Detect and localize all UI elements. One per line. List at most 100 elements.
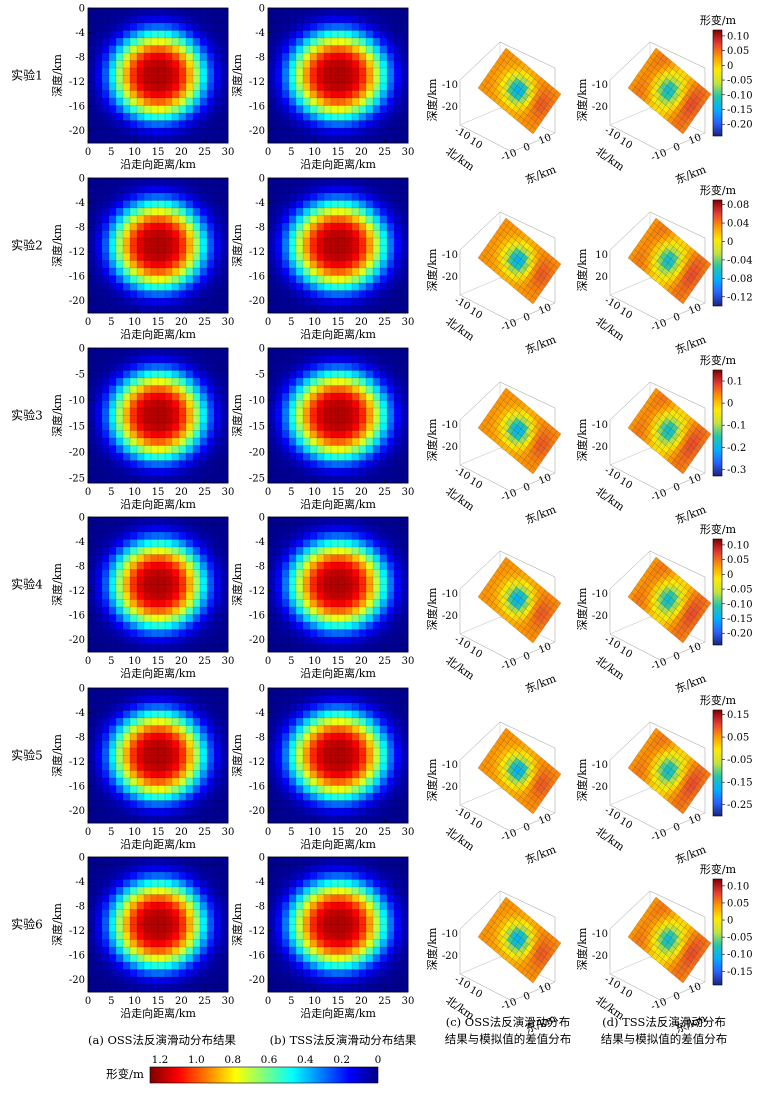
slip-cell bbox=[108, 614, 117, 623]
slip-cell bbox=[220, 539, 229, 548]
slip-cell bbox=[379, 584, 388, 593]
slip-cell bbox=[136, 777, 145, 786]
slip-cell bbox=[344, 539, 353, 548]
slip-cell bbox=[87, 422, 96, 431]
slip-cell bbox=[199, 245, 208, 254]
slip-cell bbox=[192, 554, 201, 563]
slip-cell bbox=[206, 260, 215, 269]
slip-cell bbox=[178, 90, 187, 99]
slip-cell bbox=[351, 207, 360, 216]
slip-cell bbox=[386, 67, 395, 76]
slip-cell bbox=[267, 452, 276, 461]
slip-cell bbox=[220, 362, 229, 371]
slip-cell bbox=[400, 15, 409, 24]
slip-cell bbox=[206, 177, 215, 186]
slip-cell bbox=[206, 422, 215, 431]
slip-cell bbox=[115, 177, 124, 186]
slip-cell bbox=[281, 445, 290, 454]
slip-cell bbox=[101, 207, 110, 216]
slip-cell bbox=[129, 207, 138, 216]
slip-cell bbox=[309, 177, 318, 186]
slip-cell bbox=[122, 127, 131, 136]
slip-cell bbox=[122, 629, 131, 638]
slip-cell bbox=[281, 422, 290, 431]
slip-cell bbox=[136, 576, 145, 585]
slip-cell bbox=[115, 636, 124, 645]
slip-cell bbox=[101, 546, 110, 555]
slip-cell bbox=[192, 546, 201, 555]
colorbar-label: 形变/m bbox=[700, 353, 737, 367]
north-tick-label: -10 bbox=[453, 125, 472, 143]
slip-cell bbox=[164, 222, 173, 231]
slip-cell bbox=[122, 200, 131, 209]
slip-cell bbox=[94, 260, 103, 269]
slip-cell bbox=[372, 75, 381, 84]
slip-cell bbox=[372, 290, 381, 299]
slip-cell bbox=[379, 740, 388, 749]
slip-cell bbox=[351, 370, 360, 379]
slip-cell bbox=[358, 725, 367, 734]
slip-cell bbox=[199, 725, 208, 734]
slip-cell bbox=[323, 407, 332, 416]
slip-cell bbox=[164, 392, 173, 401]
slip-cell bbox=[185, 770, 194, 779]
slip-cell bbox=[365, 460, 374, 469]
slip-cell bbox=[344, 90, 353, 99]
slip-cell bbox=[274, 599, 283, 608]
slip-cell bbox=[372, 777, 381, 786]
slip-cell bbox=[157, 75, 166, 84]
slip-cell bbox=[94, 792, 103, 801]
slip-cell bbox=[94, 539, 103, 548]
slip-cell bbox=[365, 569, 374, 578]
slip-cell bbox=[150, 347, 159, 356]
slip-cell bbox=[206, 762, 215, 771]
slip-cell bbox=[87, 377, 96, 386]
slip-cell bbox=[108, 687, 117, 696]
slip-cell bbox=[129, 576, 138, 585]
slip-cell bbox=[143, 591, 152, 600]
slip-cell bbox=[143, 37, 152, 46]
colorbar-tick-label: -0.20 bbox=[727, 120, 753, 131]
slip-cell bbox=[171, 561, 180, 570]
y-tick-label: -12 bbox=[249, 247, 265, 258]
axes-grid bbox=[609, 277, 651, 296]
slip-cell bbox=[379, 200, 388, 209]
slip-cell bbox=[108, 237, 117, 246]
slip-cell bbox=[143, 200, 152, 209]
slip-cell bbox=[185, 800, 194, 809]
slip-cell bbox=[150, 82, 159, 91]
colorbar-tick-label: -0.3 bbox=[727, 465, 746, 476]
slip-cell bbox=[281, 120, 290, 129]
slip-cell bbox=[192, 75, 201, 84]
slip-cell bbox=[281, 584, 290, 593]
slip-cell bbox=[143, 135, 152, 144]
y-tick-label: -8 bbox=[255, 223, 265, 234]
slip-cell bbox=[164, 524, 173, 533]
slip-cell bbox=[372, 297, 381, 306]
slip-cell bbox=[178, 400, 187, 409]
slip-cell bbox=[94, 460, 103, 469]
slip-cell bbox=[274, 606, 283, 615]
slip-cell bbox=[365, 531, 374, 540]
slip-cell bbox=[288, 599, 297, 608]
slip-cell bbox=[192, 282, 201, 291]
slip-cell bbox=[185, 237, 194, 246]
slip-cell bbox=[330, 561, 339, 570]
slip-cell bbox=[192, 237, 201, 246]
colorbar-tick-label: -0.08 bbox=[727, 274, 753, 285]
slip-cell bbox=[288, 460, 297, 469]
north-tick-label: -10 bbox=[603, 295, 622, 313]
slip-cell bbox=[143, 67, 152, 76]
slip-cell bbox=[94, 392, 103, 401]
slip-cell bbox=[192, 392, 201, 401]
slip-cell bbox=[372, 385, 381, 394]
slip-cell bbox=[365, 636, 374, 645]
slip-cell bbox=[87, 621, 96, 630]
slip-cell bbox=[178, 237, 187, 246]
slip-cell bbox=[171, 415, 180, 424]
slip-cell bbox=[150, 614, 159, 623]
slip-cell bbox=[372, 717, 381, 726]
slip-cell bbox=[316, 554, 325, 563]
slip-cell bbox=[365, 695, 374, 704]
